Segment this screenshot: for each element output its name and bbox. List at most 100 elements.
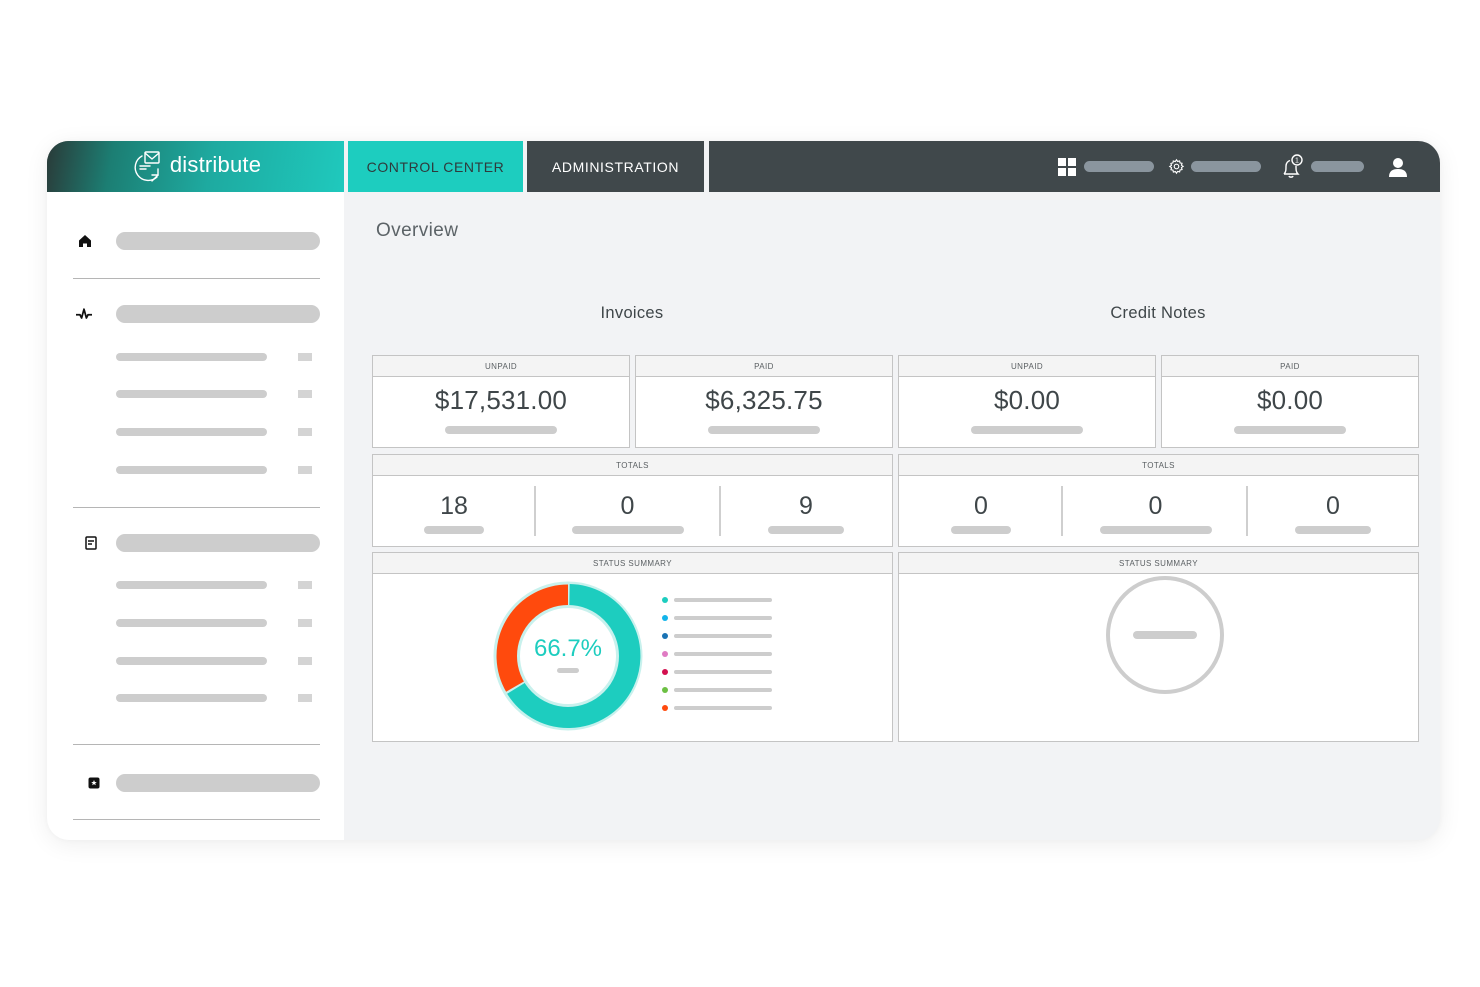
legend-dot [662,633,668,639]
donut-caption-placeholder [557,668,579,673]
total-value: 9 [799,492,813,520]
totals-separator [1061,486,1063,536]
credit-notes-unpaid-amount: $0.00 [993,385,1061,415]
legend-item[interactable] [662,614,782,622]
card-header: TOTALS [373,455,892,476]
sidebar-item-label-placeholder [116,774,320,792]
sidebar-item-documents[interactable] [47,533,344,553]
total-value: 0 [1148,492,1163,520]
caption-placeholder [768,526,844,534]
apps-menu[interactable] [1058,157,1154,176]
legend-item[interactable] [662,704,782,712]
invoices-section-title: Invoices [600,304,664,322]
tab-label: ADMINISTRATION [551,158,680,175]
sidebar-divider [73,507,320,508]
legend-item[interactable] [662,650,782,658]
caption-placeholder [445,426,557,434]
main-content: Overview Invoices Credit Notes UNPAID $1… [344,192,1440,840]
caption-placeholder [971,426,1083,434]
brand-logo[interactable]: distribute [47,141,344,192]
brand-name: distribute [169,151,262,177]
sidebar-item-label-placeholder [116,305,320,323]
credit-notes-status-summary-card: STATUS SUMMARY [898,552,1419,742]
caption-placeholder [424,526,484,534]
total-value: 18 [440,492,468,520]
sidebar-item-label-placeholder [116,232,320,250]
invoices-unpaid-amount: $17,531.00 [434,385,568,415]
card-header: TOTALS [899,455,1418,476]
settings-menu[interactable] [1168,158,1261,175]
legend-item[interactable] [662,596,782,604]
activity-pulse-icon [76,306,92,322]
invoices-unpaid-card[interactable]: UNPAID $17,531.00 [372,355,630,448]
legend-dot [662,669,668,675]
card-header: STATUS SUMMARY [899,553,1418,574]
receipt-icon [83,535,99,551]
credit-notes-paid-card[interactable]: PAID $0.00 [1161,355,1419,448]
apps-grid-icon [1058,157,1076,176]
distribute-logo-icon [134,150,160,182]
top-navigation-bar: distribute CONTROL CENTER ADMINISTRATION [47,141,1440,197]
credit-notes-section-title: Credit Notes [1110,304,1206,322]
caption-placeholder [1099,526,1212,534]
card-header: PAID [1162,356,1418,377]
status-donut-chart[interactable]: 66.7% [493,581,643,731]
sidebar-item-home[interactable] [47,231,344,251]
caption-placeholder [1295,526,1371,534]
card-header: PAID [636,356,892,377]
card-header: UNPAID [899,356,1155,377]
sidebar [47,192,344,840]
caption-placeholder [708,426,820,434]
legend-item[interactable] [662,632,782,640]
legend-dot [662,615,668,621]
sidebar-item-activity[interactable] [47,304,344,324]
card-header: UNPAID [373,356,629,377]
sidebar-divider [73,278,320,279]
legend-dot [662,651,668,657]
invoices-totals-card: TOTALS 18 0 9 [372,454,893,547]
home-icon [77,233,93,249]
caption-placeholder [1234,426,1346,434]
app-window: distribute CONTROL CENTER ADMINISTRATION [47,141,1440,840]
user-icon [1389,157,1407,177]
svg-text:1: 1 [1295,157,1299,164]
sidebar-divider [73,819,320,820]
total-cell[interactable]: 18 [373,476,535,545]
legend-dot [662,597,668,603]
tab-administration[interactable]: ADMINISTRATION [527,141,704,192]
total-value: 0 [974,492,988,520]
legend-item[interactable] [662,686,782,694]
legend-dot [662,705,668,711]
card-header: STATUS SUMMARY [373,553,892,574]
tab-control-center[interactable]: CONTROL CENTER [348,141,523,192]
total-cell[interactable]: 0 [1063,476,1248,545]
empty-state-minus-circle-icon [1105,575,1225,695]
total-cell[interactable]: 0 [899,476,1063,545]
page-title: Overview [376,220,459,241]
legend-dot [662,687,668,693]
legend-item[interactable] [662,668,782,676]
caption-placeholder [951,526,1011,534]
settings-label-placeholder [1191,161,1261,172]
total-cell[interactable]: 0 [535,476,720,545]
user-menu[interactable] [1388,157,1408,177]
star-badge-icon [86,775,102,791]
tab-divider [523,141,527,197]
gear-icon [1168,158,1185,175]
totals-separator [534,486,536,536]
invoices-paid-amount: $6,325.75 [705,385,823,415]
sidebar-item-label-placeholder [116,534,320,552]
notifications-label-placeholder [1311,161,1364,172]
total-cell[interactable]: 9 [720,476,892,545]
total-cell[interactable]: 0 [1248,476,1418,545]
invoices-paid-card[interactable]: PAID $6,325.75 [635,355,893,448]
invoices-status-summary-card: STATUS SUMMARY 66.7% [372,552,893,742]
tab-divider [704,141,709,197]
caption-placeholder [571,526,684,534]
credit-notes-unpaid-card[interactable]: UNPAID $0.00 [898,355,1156,448]
notifications-menu[interactable]: 1 [1279,153,1364,180]
sidebar-item-favorites[interactable] [47,773,344,793]
sidebar-divider [73,744,320,745]
apps-label-placeholder [1084,161,1154,172]
credit-notes-totals-card: TOTALS 0 0 0 [898,454,1419,547]
